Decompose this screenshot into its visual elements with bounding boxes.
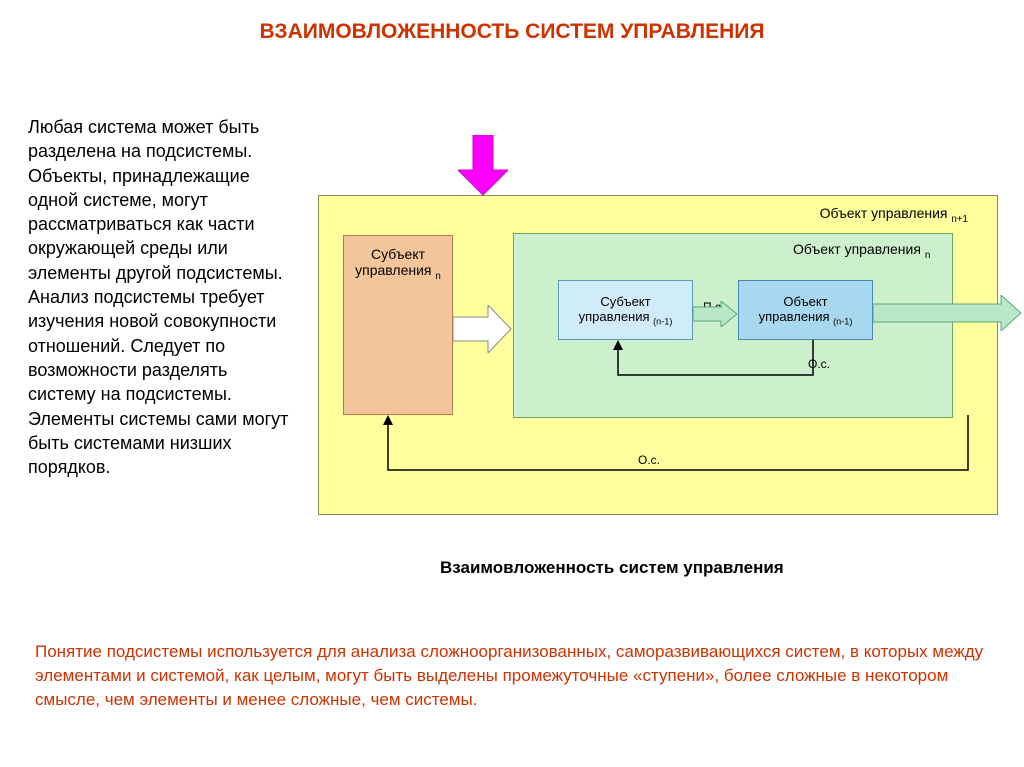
sub-caption: Взаимовложенность систем управления xyxy=(440,558,784,578)
pink-down-arrow-icon xyxy=(458,135,508,200)
green-arrow-out-icon xyxy=(873,295,1023,331)
os-label-outer: О.с. xyxy=(638,453,660,467)
page-title: ВЗАИМОВЛОЖЕННОСТЬ СИСТЕМ УПРАВЛЕНИЯ xyxy=(0,0,1024,44)
subject-box: Субъект управления n xyxy=(343,235,453,415)
diagram-container: Объект управления n+1 Субъект управления… xyxy=(318,195,998,515)
os-label-inner: О.с. xyxy=(808,357,830,371)
left-paragraph: Любая система может быть разделена на по… xyxy=(28,115,298,479)
inner-container-label: Объект управления n xyxy=(793,241,930,261)
outer-box-label: Объект управления n+1 xyxy=(820,205,968,225)
subject-inner-box: Субъект управления (n-1) xyxy=(558,280,693,340)
bottom-paragraph: Понятие подсистемы используется для анал… xyxy=(35,640,985,711)
object-inner-box: Объект управления (n-1) xyxy=(738,280,873,340)
green-arrow-short-icon xyxy=(693,301,738,327)
outer-feedback-arrow-icon xyxy=(383,415,983,485)
white-right-arrow-icon xyxy=(453,305,513,353)
